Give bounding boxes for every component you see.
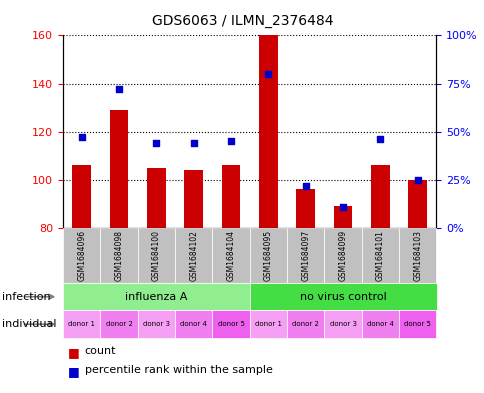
Text: donor 1: donor 1	[255, 321, 281, 327]
Text: donor 1: donor 1	[68, 321, 95, 327]
Text: donor 3: donor 3	[143, 321, 169, 327]
Bar	[109, 110, 128, 228]
Bar	[296, 189, 315, 228]
Bar	[408, 180, 426, 228]
Text: percentile rank within the sample: percentile rank within the sample	[85, 365, 272, 375]
Point	[115, 86, 123, 92]
Text: GSM1684097: GSM1684097	[301, 230, 310, 281]
Text: GSM1684095: GSM1684095	[263, 230, 272, 281]
Text: donor 3: donor 3	[329, 321, 356, 327]
Text: ■: ■	[68, 346, 79, 359]
Point	[227, 138, 234, 144]
Text: GSM1684101: GSM1684101	[375, 230, 384, 281]
Point	[413, 176, 421, 183]
Bar	[147, 168, 166, 228]
Point	[264, 71, 272, 77]
Text: no virus control: no virus control	[299, 292, 386, 302]
Bar	[258, 35, 277, 228]
Text: donor 4: donor 4	[180, 321, 207, 327]
Text: GSM1684098: GSM1684098	[114, 230, 123, 281]
Text: ■: ■	[68, 365, 79, 378]
Bar	[184, 170, 203, 228]
Point	[189, 140, 197, 146]
Text: GSM1684096: GSM1684096	[77, 230, 86, 281]
Bar	[221, 165, 240, 228]
Text: GSM1684102: GSM1684102	[189, 230, 198, 281]
Point	[301, 182, 309, 189]
Point	[376, 136, 383, 143]
Text: GSM1684104: GSM1684104	[226, 230, 235, 281]
Text: donor 5: donor 5	[404, 321, 430, 327]
Point	[338, 204, 346, 210]
Bar	[333, 206, 352, 228]
Bar	[370, 165, 389, 228]
Text: individual: individual	[2, 319, 57, 329]
Text: GDS6063 / ILMN_2376484: GDS6063 / ILMN_2376484	[151, 14, 333, 28]
Text: donor 2: donor 2	[106, 321, 132, 327]
Text: influenza A: influenza A	[125, 292, 187, 302]
Text: donor 2: donor 2	[292, 321, 318, 327]
Text: count: count	[85, 346, 116, 356]
Bar	[72, 165, 91, 228]
Text: infection: infection	[2, 292, 51, 302]
Text: GSM1684103: GSM1684103	[412, 230, 422, 281]
Text: GSM1684099: GSM1684099	[338, 230, 347, 281]
Point	[77, 134, 85, 141]
Text: donor 5: donor 5	[217, 321, 244, 327]
Text: GSM1684100: GSM1684100	[151, 230, 161, 281]
Text: donor 4: donor 4	[366, 321, 393, 327]
Point	[152, 140, 160, 146]
